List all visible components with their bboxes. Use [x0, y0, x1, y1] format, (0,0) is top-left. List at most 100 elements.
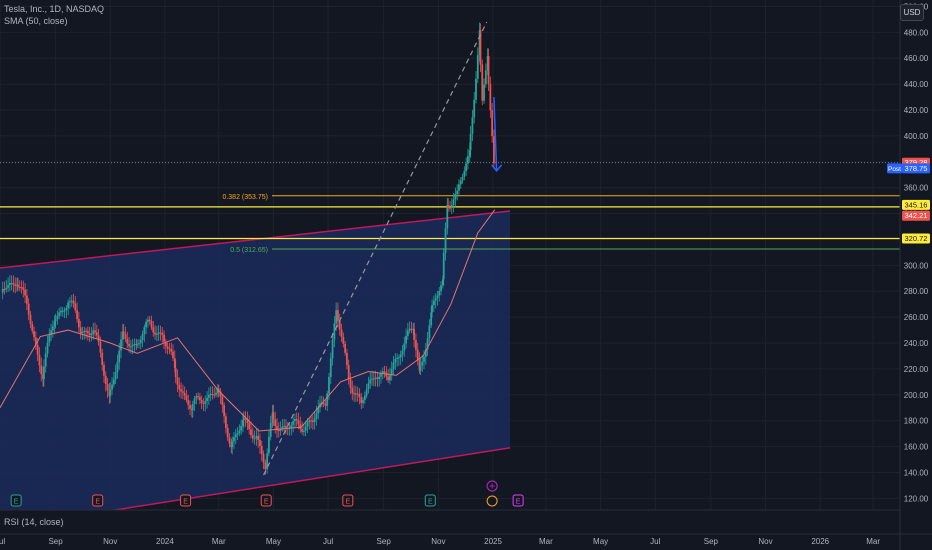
- candle-body: [25, 295, 28, 304]
- candle-body: [128, 343, 130, 347]
- candle-body: [246, 418, 249, 424]
- candle-body: [285, 426, 287, 428]
- candle-body: [387, 376, 390, 381]
- candle-body: [211, 393, 214, 395]
- currency-button[interactable]: USD: [900, 4, 924, 21]
- candle-body: [70, 300, 73, 302]
- candle-body: [301, 429, 303, 432]
- candle-body: [385, 372, 388, 377]
- projection-line[interactable]: [263, 21, 488, 476]
- y-tick-label: 420.00: [904, 106, 929, 115]
- earnings-marker[interactable]: [342, 494, 354, 507]
- earnings-marker[interactable]: [180, 494, 192, 507]
- candle-body: [221, 396, 224, 406]
- earnings-marker[interactable]: [10, 494, 22, 507]
- candle-body: [450, 204, 453, 208]
- candle-body: [29, 314, 32, 324]
- candle-body: [351, 387, 354, 394]
- y-tick-label: 220.00: [904, 365, 929, 374]
- candle-body: [199, 396, 201, 401]
- candle-body: [22, 287, 25, 290]
- x-tick-label: Mar: [866, 537, 880, 546]
- candle-body: [454, 193, 457, 200]
- x-tick-label: Mar: [212, 537, 226, 546]
- candle-body: [326, 393, 329, 406]
- candle-body: [44, 353, 47, 367]
- symbol-legend[interactable]: Tesla, Inc., 1D, NASDAQ: [4, 4, 105, 14]
- arrow-shaft[interactable]: [493, 97, 498, 171]
- candle-body: [381, 371, 384, 374]
- price-label-box: [902, 163, 930, 174]
- candle-body: [60, 310, 62, 313]
- candle-body: [109, 389, 112, 397]
- candle-body: [310, 420, 312, 422]
- candle-body: [238, 430, 241, 434]
- candle-body: [97, 335, 100, 343]
- candle-body: [487, 55, 490, 84]
- candle-body: [354, 393, 357, 395]
- channel-upper-line[interactable]: [0, 210, 511, 269]
- candle-body: [14, 284, 17, 286]
- projection-dashed-line[interactable]: [263, 21, 488, 476]
- candle-body: [61, 310, 64, 312]
- candle-body: [63, 310, 66, 312]
- y-tick-label: 260.00: [904, 313, 929, 322]
- candle-body: [328, 376, 330, 394]
- candle-body: [152, 327, 155, 333]
- candle-body: [484, 70, 487, 85]
- candle-body: [170, 349, 173, 352]
- earnings-marker[interactable]: [260, 494, 272, 507]
- candle-body: [112, 379, 115, 385]
- fibonacci-levels[interactable]: 0.382 (353.75) 0.5 (312.65): [222, 194, 900, 254]
- candle-body: [36, 345, 39, 355]
- y-tick-label: 280.00: [904, 287, 929, 296]
- candle-body: [469, 133, 472, 151]
- candle-body: [193, 398, 196, 405]
- candle-body: [442, 252, 445, 280]
- candle-body: [369, 379, 372, 384]
- y-tick-label: 360.00: [904, 184, 929, 193]
- candle-body: [141, 334, 144, 340]
- earnings-marker-label: E: [428, 499, 433, 506]
- rsi-legend[interactable]: RSI (14, close): [4, 517, 64, 527]
- candle-body: [114, 372, 117, 380]
- candle-body: [131, 344, 134, 347]
- candle-body: [202, 403, 205, 405]
- candle-body: [40, 365, 43, 375]
- post-tag-text: Post: [888, 166, 901, 173]
- candle-body: [302, 430, 305, 432]
- x-tick-label: Mar: [539, 537, 553, 546]
- earnings-marker[interactable]: [424, 494, 436, 507]
- earnings-marker[interactable]: [512, 494, 524, 507]
- candle-body: [372, 378, 375, 380]
- y-tick-label: 440.00: [904, 80, 929, 89]
- down-arrow[interactable]: [491, 97, 503, 173]
- post-tag-box: [887, 163, 902, 174]
- candle-body: [281, 426, 284, 429]
- candle-body: [121, 331, 124, 340]
- candle-body: [231, 441, 234, 448]
- arrow-head[interactable]: [491, 164, 503, 173]
- candle-body: [380, 373, 382, 377]
- earnings-marker-label: E: [183, 499, 188, 506]
- sma-line: [0, 209, 496, 432]
- candle-body: [85, 330, 87, 332]
- candle-body: [315, 413, 318, 419]
- candle-body: [255, 435, 258, 439]
- candle-body: [419, 365, 422, 371]
- candle-body: [365, 389, 368, 396]
- candle-body: [272, 412, 275, 420]
- dividend-marker[interactable]: [486, 495, 498, 507]
- candle-body: [306, 422, 309, 427]
- candle-body: [204, 401, 207, 404]
- sma-legend[interactable]: SMA (50, close): [4, 16, 68, 26]
- candle-body: [253, 438, 256, 440]
- candle-body: [12, 283, 15, 285]
- earnings-marker[interactable]: [92, 494, 104, 507]
- time-axis[interactable]: Jul Sep Nov 2024 Mar May Jul Sep Nov 2025 Mar May Ju…: [0, 537, 880, 546]
- candle-body: [428, 325, 431, 339]
- candle-body: [390, 368, 393, 376]
- candle-body: [406, 330, 409, 336]
